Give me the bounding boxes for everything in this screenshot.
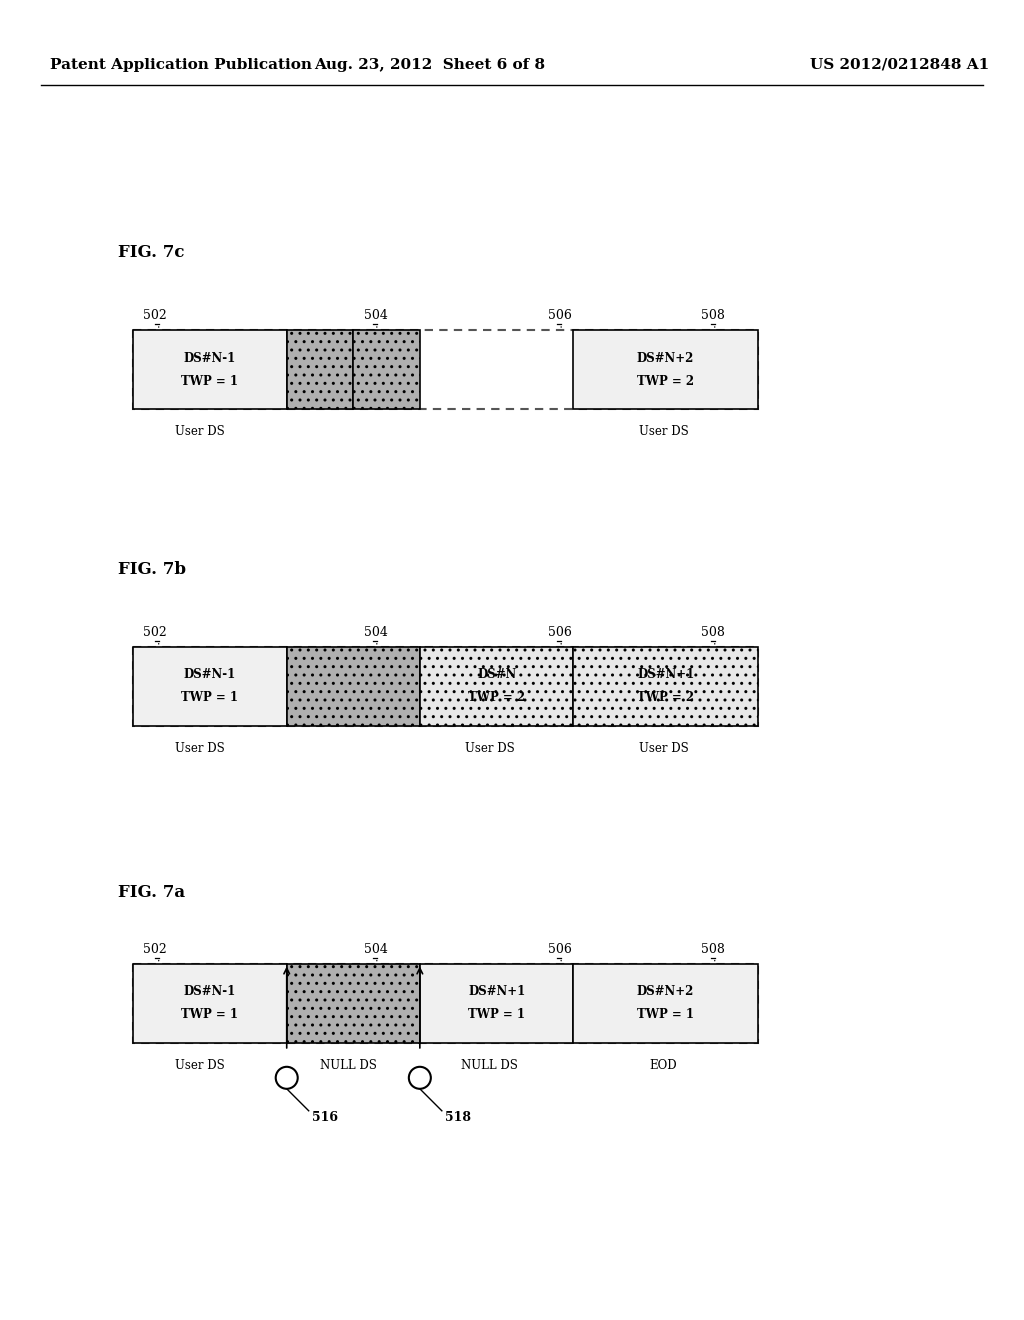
Bar	[420, 964, 573, 1043]
Bar	[287, 647, 420, 726]
Text: TWP = 1: TWP = 1	[181, 375, 239, 388]
Text: 516: 516	[311, 1111, 338, 1123]
Text: DS#N+2: DS#N+2	[637, 985, 694, 998]
Bar	[420, 647, 573, 726]
Circle shape	[409, 1067, 431, 1089]
Bar	[133, 647, 287, 726]
Bar	[353, 330, 420, 409]
Circle shape	[275, 1067, 298, 1089]
Text: DS#N-1: DS#N-1	[183, 668, 237, 681]
Text: TWP = 2: TWP = 2	[468, 692, 525, 705]
Text: TWP = 1: TWP = 1	[637, 1008, 694, 1022]
Text: DS#N: DS#N	[477, 668, 516, 681]
Text: Aug. 23, 2012  Sheet 6 of 8: Aug. 23, 2012 Sheet 6 of 8	[314, 58, 546, 73]
Text: FIG. 7b: FIG. 7b	[118, 561, 185, 578]
Text: DS#N+1: DS#N+1	[468, 985, 525, 998]
Text: DS#N+2: DS#N+2	[637, 351, 694, 364]
Text: TWP = 2: TWP = 2	[637, 692, 694, 705]
Bar	[133, 964, 287, 1043]
Bar	[573, 330, 758, 409]
Text: 506: 506	[548, 942, 571, 956]
Text: User DS: User DS	[175, 1059, 224, 1072]
Bar	[133, 964, 758, 1043]
Text: User DS: User DS	[639, 742, 688, 755]
Text: FIG. 7c: FIG. 7c	[118, 244, 184, 261]
Bar	[573, 964, 758, 1043]
Text: 504: 504	[364, 626, 387, 639]
Text: 504: 504	[364, 309, 387, 322]
Text: NULL DS: NULL DS	[319, 1059, 377, 1072]
Text: 502: 502	[143, 626, 167, 639]
Text: FIG. 7a: FIG. 7a	[118, 884, 185, 902]
Text: NULL DS: NULL DS	[461, 1059, 518, 1072]
Text: TWP = 1: TWP = 1	[181, 692, 239, 705]
Bar	[287, 964, 420, 1043]
Text: 506: 506	[548, 309, 571, 322]
Bar	[573, 647, 758, 726]
Text: TWP = 2: TWP = 2	[637, 375, 694, 388]
Text: 508: 508	[701, 626, 725, 639]
Text: DS#N-1: DS#N-1	[183, 351, 237, 364]
Text: US 2012/0212848 A1: US 2012/0212848 A1	[810, 58, 989, 73]
Text: 502: 502	[143, 942, 167, 956]
Text: DS#N+1: DS#N+1	[637, 668, 694, 681]
Text: 508: 508	[701, 942, 725, 956]
Text: 518: 518	[444, 1111, 471, 1123]
Bar	[133, 647, 758, 726]
Bar	[133, 330, 287, 409]
Bar	[133, 330, 758, 409]
Text: TWP = 1: TWP = 1	[181, 1008, 239, 1022]
Text: Patent Application Publication: Patent Application Publication	[50, 58, 312, 73]
Text: TWP = 1: TWP = 1	[468, 1008, 525, 1022]
Text: 504: 504	[364, 942, 387, 956]
Text: User DS: User DS	[465, 742, 514, 755]
Text: EOD: EOD	[650, 1059, 677, 1072]
Text: DS#N-1: DS#N-1	[183, 985, 237, 998]
Bar	[287, 330, 353, 409]
Text: 508: 508	[701, 309, 725, 322]
Text: 506: 506	[548, 626, 571, 639]
Text: User DS: User DS	[175, 425, 224, 438]
Text: User DS: User DS	[639, 425, 688, 438]
Text: User DS: User DS	[175, 742, 224, 755]
Text: 502: 502	[143, 309, 167, 322]
